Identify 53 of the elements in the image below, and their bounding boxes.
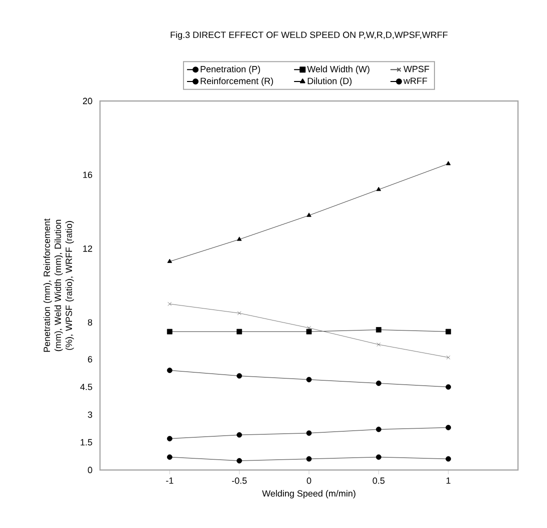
x-tick-label: -0.5	[232, 477, 247, 484]
point	[376, 454, 382, 460]
y-tick-label: 12	[83, 245, 92, 252]
point	[306, 328, 312, 334]
point	[446, 384, 452, 390]
point	[166, 328, 172, 334]
legend-label: wRFF	[403, 78, 428, 84]
y-tick-label: 4.5	[80, 384, 92, 390]
legend-label: Reinforcement (R)	[200, 78, 274, 86]
point	[236, 373, 242, 379]
y-tick-label: 20	[82, 98, 92, 104]
y-tick-label: 6	[88, 356, 92, 362]
point	[167, 258, 172, 263]
point	[376, 342, 381, 346]
legend-label: Penetration (P)	[200, 66, 260, 74]
legend-label: Dilution (D)	[308, 78, 352, 86]
point	[446, 456, 452, 462]
point	[236, 432, 242, 438]
point	[306, 430, 312, 436]
point	[306, 212, 312, 217]
x-axis-title: Welding Speed (m/min)	[262, 490, 356, 498]
y-axis-title: Penetration (mm), Reinforcement (mm), Weld Width (mm), Dilution (%), WPSF (ratio), WRFF (ratio)	[43, 218, 74, 352]
point	[168, 302, 172, 306]
y-tick-label: 3	[88, 411, 92, 418]
point	[376, 186, 382, 192]
point	[446, 424, 452, 430]
point	[237, 311, 242, 316]
y-tick-label: 8	[88, 319, 92, 326]
point	[236, 328, 242, 334]
y-tick-label: 16	[83, 172, 92, 178]
point	[376, 426, 382, 432]
point	[307, 326, 311, 330]
y-tick-label: 0	[88, 466, 92, 474]
x-tick-label: -1	[166, 477, 174, 484]
x-tick-label: 1	[446, 477, 450, 484]
x-tick-label: 0.5	[372, 477, 385, 484]
x-tick-label: 0	[306, 477, 312, 484]
legend-label: WPSF	[404, 66, 430, 72]
point	[166, 454, 172, 460]
point	[446, 355, 450, 360]
legend-label: Weld Width (W)	[307, 66, 370, 74]
point	[446, 161, 451, 166]
point	[236, 458, 242, 464]
point	[376, 380, 382, 386]
point	[166, 436, 172, 442]
point	[236, 236, 242, 241]
point	[446, 328, 452, 334]
point	[306, 456, 312, 462]
point	[306, 376, 312, 382]
y-tick-label: 1.5	[80, 439, 92, 446]
chart-title: Fig.3 DIRECT EFFECT OF WELD SPEED ON P,W,R,D,WPSF,WRFF	[170, 31, 448, 40]
point	[166, 368, 172, 374]
point	[376, 327, 382, 332]
